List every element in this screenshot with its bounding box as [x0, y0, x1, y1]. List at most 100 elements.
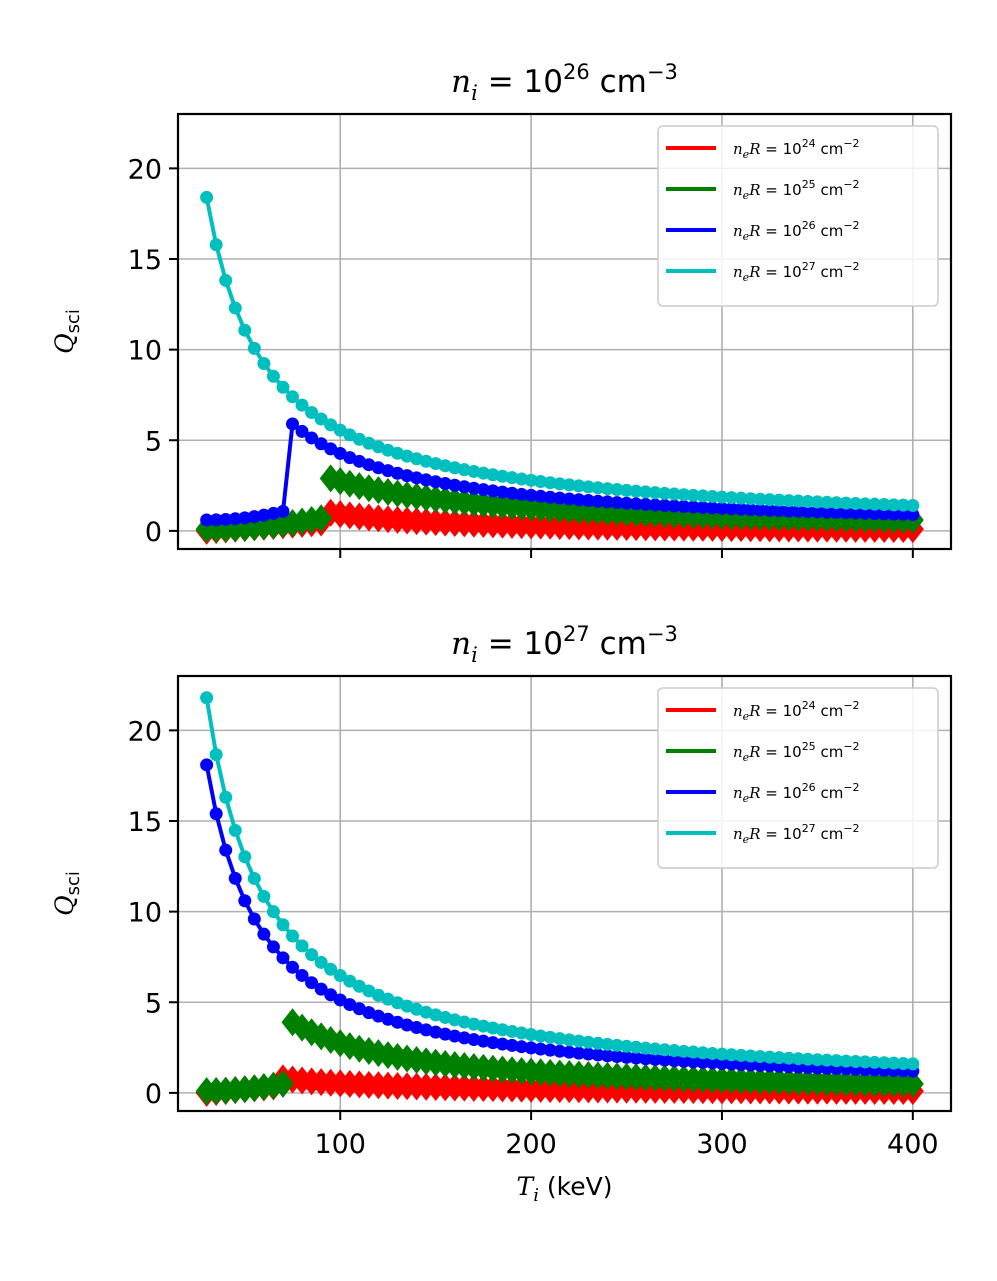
legend-item: neR = 1027 cm−2: [666, 260, 860, 284]
legend-item: neR = 1025 cm−2: [666, 740, 860, 764]
data-point: [276, 951, 290, 965]
legend-item: neR = 1026 cm−2: [666, 781, 860, 805]
series-4: [200, 691, 920, 1071]
data-point: [791, 1052, 805, 1066]
data-point: [725, 1057, 739, 1071]
data-point: [620, 1050, 634, 1064]
data-point: [305, 405, 319, 419]
data-point: [276, 504, 290, 518]
y-axis-label: Qsci: [50, 309, 84, 354]
data-point: [849, 506, 863, 520]
data-point: [200, 190, 214, 204]
data-point: [324, 988, 338, 1002]
data-point: [705, 1056, 719, 1070]
data-point: [839, 496, 853, 510]
data-point: [524, 473, 538, 487]
data-point: [257, 927, 271, 941]
data-point: [314, 437, 328, 451]
plot-area: [195, 190, 924, 545]
data-point: [868, 1055, 882, 1069]
data-point: [209, 238, 223, 252]
data-point: [744, 492, 758, 506]
data-point: [476, 1034, 490, 1048]
data-point: [896, 1057, 910, 1071]
data-point: [534, 1042, 548, 1056]
data-point: [772, 1051, 786, 1065]
y-axis-label: Qsci: [50, 871, 84, 916]
legend-label: neR = 1024 cm−2: [733, 699, 860, 723]
data-point: [200, 758, 214, 772]
data-point: [906, 1057, 920, 1071]
data-point: [247, 871, 261, 885]
y-tick-label: 10: [128, 898, 162, 929]
data-point: [877, 507, 891, 521]
data-point: [705, 1046, 719, 1060]
data-point: [343, 974, 357, 988]
data-point: [715, 490, 729, 504]
data-point: [677, 488, 691, 502]
data-point: [515, 487, 529, 501]
data-point: [610, 1038, 624, 1052]
x-tick-label: 100: [314, 1129, 366, 1160]
data-point: [620, 483, 634, 497]
data-point: [581, 1047, 595, 1061]
data-point: [887, 507, 901, 521]
series-3: [200, 758, 920, 1078]
legend: neR = 1024 cm−2 neR = 1025 cm−2 neR = 1026…: [657, 687, 939, 869]
data-point: [744, 1058, 758, 1072]
data-point: [782, 504, 796, 518]
data-point: [705, 490, 719, 504]
data-point: [324, 962, 338, 976]
data-point: [247, 510, 261, 524]
data-point: [505, 486, 519, 500]
data-point: [238, 323, 252, 337]
data-point: [305, 976, 319, 990]
data-point: [877, 498, 891, 512]
data-point: [257, 356, 271, 370]
data-point: [896, 498, 910, 512]
data-point: [534, 489, 548, 503]
data-point: [639, 1041, 653, 1055]
data-point: [667, 1054, 681, 1068]
data-point: [276, 918, 290, 932]
data-point: [247, 912, 261, 926]
data-point: [276, 380, 290, 394]
axes-frame: [176, 112, 953, 551]
plot-area: [195, 691, 924, 1107]
data-point: [810, 1053, 824, 1067]
data-point: [600, 1049, 614, 1063]
data-point: [839, 506, 853, 520]
data-point: [620, 1039, 634, 1053]
data-point: [839, 1054, 853, 1068]
legend-label: neR = 1026 cm−2: [733, 781, 860, 805]
data-point: [901, 1069, 924, 1098]
data-point: [791, 494, 805, 508]
legend-label: neR = 1025 cm−2: [733, 178, 860, 202]
data-point: [868, 507, 882, 521]
chart-title: ni = 1027 cm−3: [451, 622, 678, 667]
y-tick-label: 15: [128, 245, 162, 276]
data-point: [639, 497, 653, 511]
data-point: [896, 507, 910, 521]
data-point: [553, 1044, 567, 1058]
data-point: [543, 476, 557, 490]
data-point: [696, 489, 710, 503]
legend-item: neR = 1025 cm−2: [666, 178, 860, 202]
data-point: [753, 1050, 767, 1064]
legend-item: neR = 1024 cm−2: [666, 137, 860, 161]
data-point: [600, 495, 614, 509]
y-tick-label: 5: [145, 988, 162, 1019]
data-point: [658, 486, 672, 500]
data-point: [209, 513, 223, 527]
data-point: [505, 1038, 519, 1052]
data-point: [314, 955, 328, 969]
data-point: [534, 1029, 548, 1043]
data-point: [810, 495, 824, 509]
data-point: [858, 1055, 872, 1069]
data-point: [629, 484, 643, 498]
data-point: [228, 301, 242, 315]
data-point: [658, 499, 672, 513]
y-tick-label: 10: [128, 336, 162, 367]
data-point: [791, 504, 805, 518]
